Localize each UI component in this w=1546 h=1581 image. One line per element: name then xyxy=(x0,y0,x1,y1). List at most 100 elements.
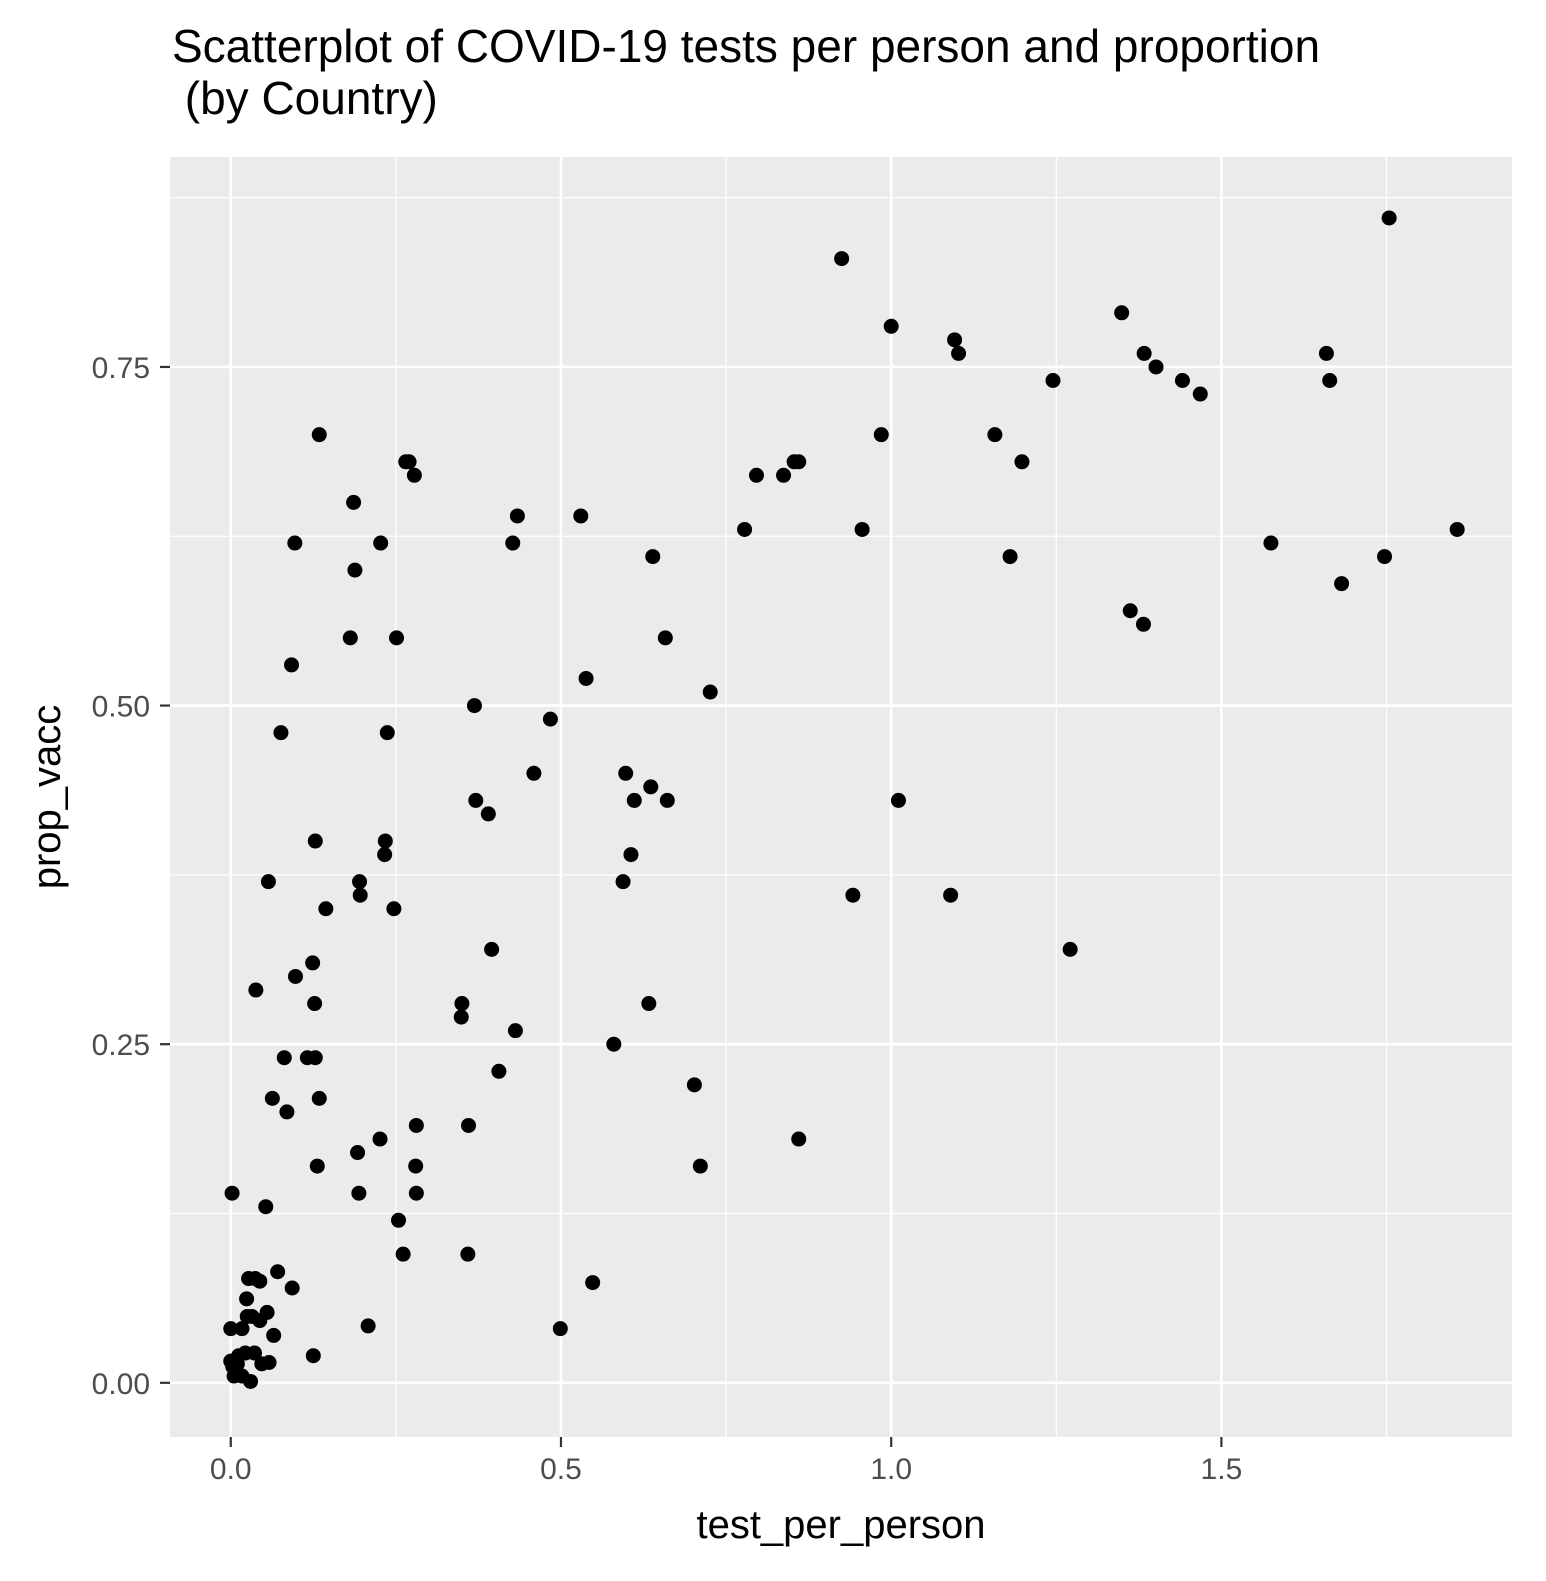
data-point xyxy=(346,494,362,510)
data-point xyxy=(702,684,718,700)
data-point xyxy=(311,1090,327,1106)
data-point xyxy=(643,779,659,795)
data-point xyxy=(408,1185,424,1201)
data-point xyxy=(626,792,642,808)
data-point xyxy=(377,833,393,849)
data-point xyxy=(270,1264,286,1280)
data-point xyxy=(491,1063,507,1079)
data-point xyxy=(307,996,323,1012)
data-point xyxy=(309,1158,325,1174)
data-point xyxy=(347,562,363,578)
data-point xyxy=(395,1246,411,1262)
data-point xyxy=(284,657,300,673)
data-point xyxy=(791,1131,807,1147)
data-point xyxy=(484,941,500,957)
data-point xyxy=(542,711,558,727)
data-point xyxy=(287,535,303,551)
data-point xyxy=(748,467,764,483)
data-point xyxy=(1136,345,1152,361)
chart-title: Scatterplot of COVID-19 tests per person… xyxy=(172,20,1321,124)
data-point xyxy=(615,874,631,890)
data-point xyxy=(239,1291,255,1307)
data-point xyxy=(943,887,959,903)
data-point xyxy=(391,1212,407,1228)
data-point xyxy=(645,549,661,565)
data-point xyxy=(352,887,368,903)
data-point xyxy=(260,874,276,890)
data-point xyxy=(507,1023,523,1039)
data-point xyxy=(372,1131,388,1147)
data-point xyxy=(453,1009,469,1025)
data-point xyxy=(1045,372,1061,388)
data-point xyxy=(223,1321,239,1337)
data-point xyxy=(454,996,470,1012)
data-point xyxy=(883,318,899,334)
data-point xyxy=(377,847,393,863)
data-point xyxy=(1002,549,1018,565)
data-point xyxy=(657,630,673,646)
data-point xyxy=(307,1050,323,1066)
data-point xyxy=(276,1050,292,1066)
data-point xyxy=(791,454,807,470)
data-point xyxy=(845,887,861,903)
data-point xyxy=(1135,616,1151,632)
data-point xyxy=(606,1036,622,1052)
axis-ticks xyxy=(160,365,1223,1447)
data-point xyxy=(834,251,850,267)
data-point xyxy=(305,1348,321,1364)
data-point xyxy=(266,1327,282,1343)
data-point xyxy=(686,1077,702,1093)
minor-grid xyxy=(170,157,1512,1437)
data-point xyxy=(264,1090,280,1106)
data-point xyxy=(1148,359,1164,375)
data-point xyxy=(318,901,334,917)
data-point xyxy=(1334,576,1350,592)
data-point xyxy=(951,345,967,361)
y-axis-title: prop_vacc xyxy=(25,705,69,890)
data-point xyxy=(305,955,321,971)
data-point xyxy=(351,1185,367,1201)
data-point xyxy=(461,1117,477,1133)
data-point xyxy=(229,1356,245,1372)
data-point xyxy=(342,630,358,646)
data-point xyxy=(623,847,639,863)
data-point xyxy=(386,901,402,917)
data-point xyxy=(1322,372,1338,388)
y-tick-label: 0.00 xyxy=(92,1368,150,1401)
data-point xyxy=(466,698,482,714)
data-point xyxy=(224,1185,240,1201)
data-point xyxy=(401,454,417,470)
data-points xyxy=(223,210,1465,1389)
data-point xyxy=(389,630,405,646)
data-point xyxy=(234,1321,250,1337)
data-point xyxy=(258,1199,274,1215)
data-point xyxy=(1377,549,1393,565)
data-point xyxy=(776,467,792,483)
x-tick-label: 0.0 xyxy=(210,1453,252,1486)
data-point xyxy=(692,1158,708,1174)
plot-panel xyxy=(170,157,1512,1437)
data-point xyxy=(1192,386,1208,402)
data-point xyxy=(737,521,753,537)
data-point xyxy=(947,332,963,348)
data-point xyxy=(350,1145,366,1161)
data-point xyxy=(287,968,303,984)
data-point xyxy=(1449,521,1465,537)
data-point xyxy=(509,508,525,524)
data-point xyxy=(1381,210,1397,226)
data-point xyxy=(360,1318,376,1334)
y-tick-label: 0.50 xyxy=(92,691,150,724)
data-point xyxy=(252,1313,268,1329)
data-point xyxy=(307,833,323,849)
data-point xyxy=(373,535,389,551)
data-point xyxy=(1318,345,1334,361)
data-point xyxy=(460,1246,476,1262)
data-point xyxy=(247,1345,263,1361)
data-point xyxy=(379,725,395,741)
data-point xyxy=(279,1104,295,1120)
x-tick-label: 0.5 xyxy=(540,1453,582,1486)
data-point xyxy=(352,874,368,890)
data-point xyxy=(311,427,327,443)
y-tick-label: 0.25 xyxy=(92,1029,150,1062)
